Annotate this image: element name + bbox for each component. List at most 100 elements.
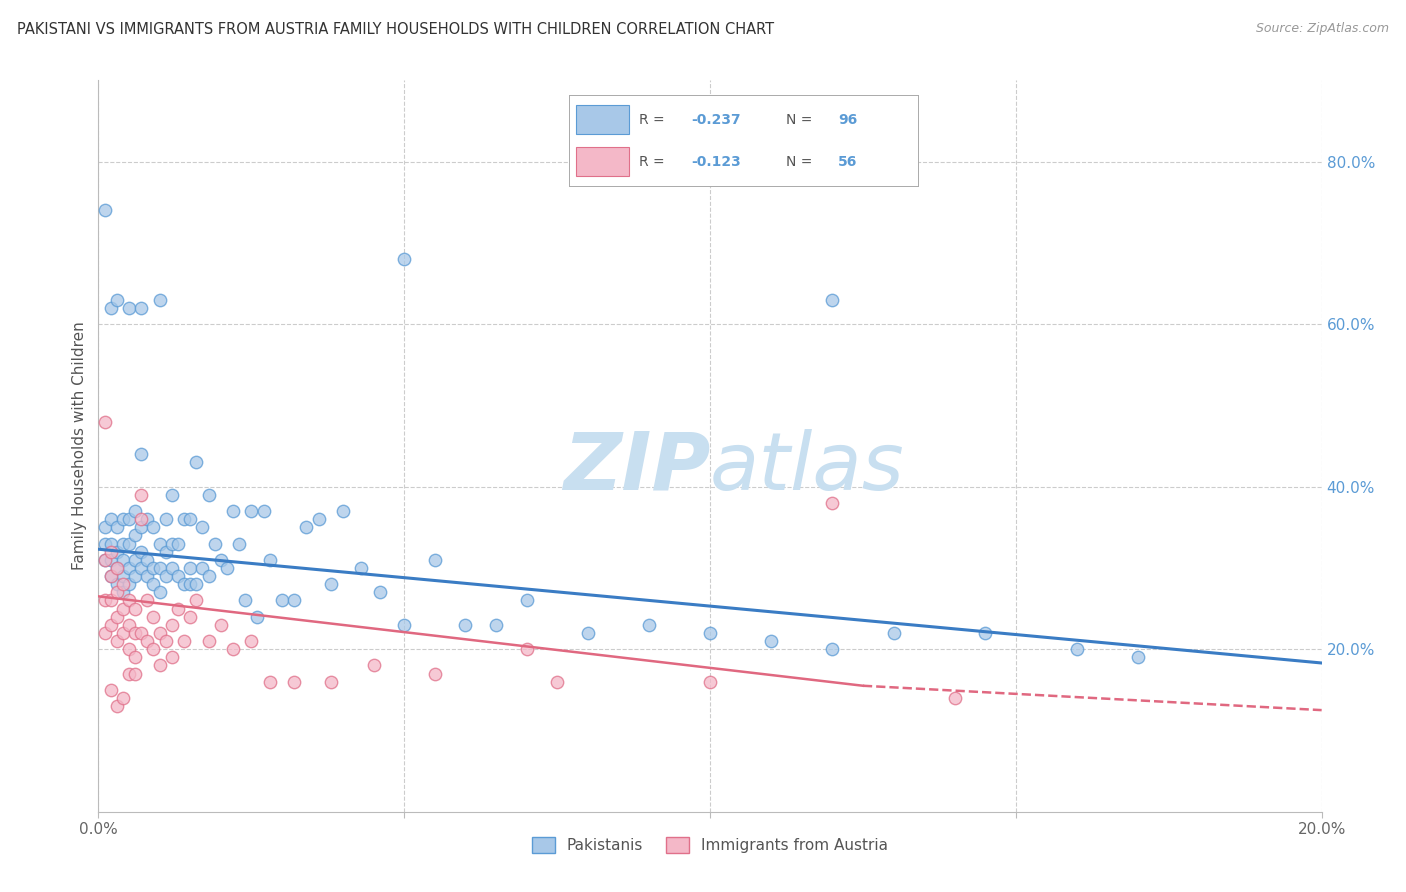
Point	[215, 561, 238, 575]
Point	[129, 488, 152, 502]
Point	[173, 634, 195, 648]
Point	[209, 617, 232, 632]
Point	[111, 577, 134, 591]
Point	[699, 626, 721, 640]
Point	[129, 561, 152, 575]
Point	[129, 626, 152, 640]
Point	[179, 512, 201, 526]
Point	[142, 642, 165, 657]
Point	[637, 617, 661, 632]
Point	[167, 601, 190, 615]
Point	[546, 674, 568, 689]
Point	[173, 577, 195, 591]
Point	[118, 617, 141, 632]
Point	[142, 561, 165, 575]
Point	[295, 520, 318, 534]
Legend: Pakistanis, Immigrants from Austria: Pakistanis, Immigrants from Austria	[526, 830, 894, 859]
Point	[129, 520, 152, 534]
Point	[111, 553, 134, 567]
Point	[93, 626, 115, 640]
Point	[136, 553, 159, 567]
Point	[149, 293, 172, 307]
Point	[105, 520, 128, 534]
Point	[124, 569, 146, 583]
Point	[142, 609, 165, 624]
Point	[124, 626, 146, 640]
Point	[100, 593, 122, 607]
Point	[240, 634, 263, 648]
Point	[197, 634, 219, 648]
Point	[100, 301, 122, 315]
Point	[197, 569, 219, 583]
Point	[129, 512, 152, 526]
Point	[332, 504, 354, 518]
Point	[179, 561, 201, 575]
Point	[167, 569, 190, 583]
Point	[100, 553, 122, 567]
Point	[149, 536, 172, 550]
Point	[186, 455, 208, 469]
Point	[821, 496, 844, 510]
Point	[160, 650, 183, 665]
Point	[105, 544, 128, 558]
Point	[111, 536, 134, 550]
Point	[118, 561, 141, 575]
Point	[142, 520, 165, 534]
Point	[124, 504, 146, 518]
Point	[142, 577, 165, 591]
Point	[368, 585, 391, 599]
Point	[363, 658, 385, 673]
Point	[252, 504, 274, 518]
Point	[191, 561, 214, 575]
Point	[111, 569, 134, 583]
Point	[155, 544, 177, 558]
Point	[283, 593, 305, 607]
Point	[111, 512, 134, 526]
Point	[222, 504, 245, 518]
Point	[136, 512, 159, 526]
Point	[105, 634, 128, 648]
Point	[118, 301, 141, 315]
Text: PAKISTANI VS IMMIGRANTS FROM AUSTRIA FAMILY HOUSEHOLDS WITH CHILDREN CORRELATION: PAKISTANI VS IMMIGRANTS FROM AUSTRIA FAM…	[17, 22, 773, 37]
Point	[943, 690, 966, 705]
Point	[259, 553, 281, 567]
Point	[105, 699, 128, 714]
Point	[105, 609, 128, 624]
Point	[179, 609, 201, 624]
Point	[222, 642, 245, 657]
Point	[149, 585, 172, 599]
Point	[259, 674, 281, 689]
Point	[423, 666, 446, 681]
Point	[93, 415, 115, 429]
Point	[118, 536, 141, 550]
Point	[105, 561, 128, 575]
Point	[124, 666, 146, 681]
Point	[246, 609, 269, 624]
Point	[124, 528, 146, 542]
Point	[350, 561, 373, 575]
Point	[191, 520, 214, 534]
Point	[209, 553, 232, 567]
Point	[821, 293, 844, 307]
Point	[233, 593, 256, 607]
Point	[821, 642, 844, 657]
Point	[173, 512, 195, 526]
Point	[204, 536, 226, 550]
Point	[179, 577, 201, 591]
Point	[100, 512, 122, 526]
Point	[155, 512, 177, 526]
Point	[93, 593, 115, 607]
Point	[516, 593, 538, 607]
Text: atlas: atlas	[710, 429, 905, 507]
Point	[149, 658, 172, 673]
Point	[93, 553, 115, 567]
Point	[160, 488, 183, 502]
Point	[118, 593, 141, 607]
Point	[105, 577, 128, 591]
Point	[576, 626, 599, 640]
Point	[124, 650, 146, 665]
Point	[124, 553, 146, 567]
Point	[129, 301, 152, 315]
Point	[136, 593, 159, 607]
Text: Source: ZipAtlas.com: Source: ZipAtlas.com	[1256, 22, 1389, 36]
